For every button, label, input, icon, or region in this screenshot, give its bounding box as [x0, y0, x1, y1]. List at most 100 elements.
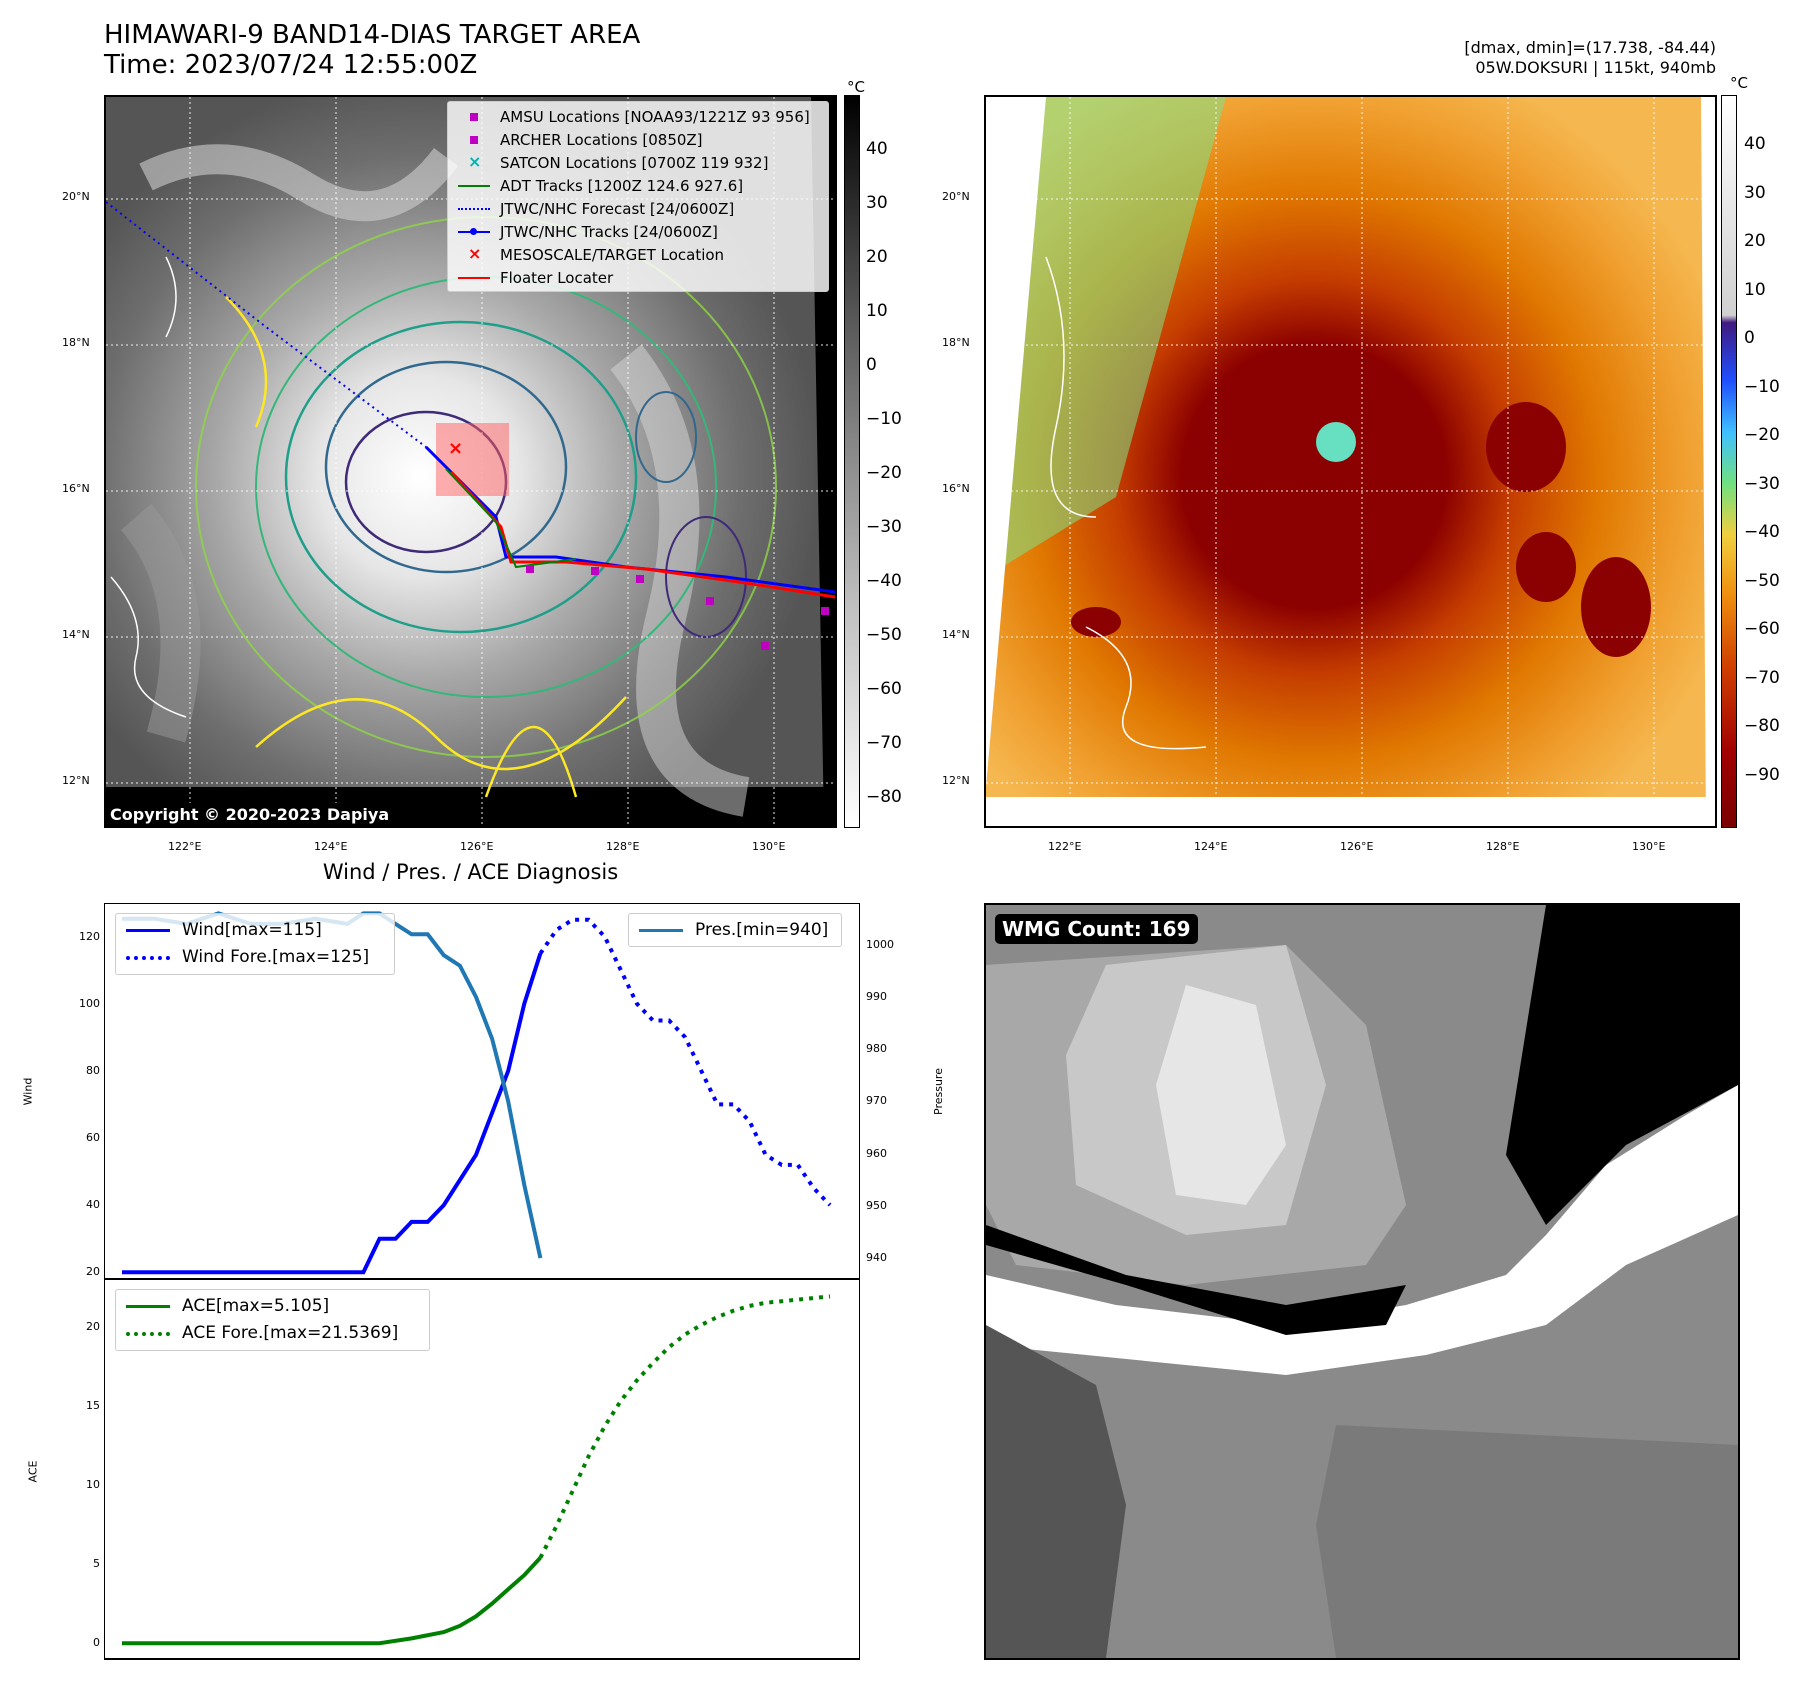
colorbar-tick-label: −80 — [866, 787, 902, 807]
colorbar-tick-label: −30 — [866, 517, 902, 537]
y-tick-label: 60 — [86, 1131, 100, 1144]
y-tick-label: 20 — [86, 1265, 100, 1279]
y-tick-label: 20 — [86, 1319, 100, 1333]
legend-entry: ADT Tracks [1200Z 124.6 927.6] — [456, 175, 743, 197]
legend-label: ARCHER Locations [0850Z] — [500, 131, 703, 149]
y-tick-label: 980 — [866, 1042, 887, 1056]
ace-legend: ACE[max=5.105] ACE Fore.[max=21.5369] — [115, 1289, 430, 1351]
legend-label: ACE[max=5.105] — [182, 1296, 330, 1316]
y-tick-label: 120 — [79, 929, 100, 943]
color-lat-label: 16°N — [942, 482, 970, 495]
colorbar-tick-label: −10 — [866, 409, 902, 429]
ir-lat-label: 20°N — [62, 190, 90, 203]
colorbar-tick-label: −50 — [866, 625, 902, 645]
dotted-line-icon — [124, 946, 174, 968]
legend-entry: Wind[max=115] — [124, 919, 322, 941]
color-lat-label: 12°N — [942, 774, 970, 787]
y-tick-label: 950 — [866, 1198, 887, 1212]
color-colorbar-unit: °C — [1730, 74, 1748, 92]
legend-entry: ACE[max=5.105] — [124, 1295, 329, 1317]
ir-lon-label: 126°E — [460, 840, 494, 853]
color-map-image — [986, 97, 1715, 826]
colorbar-tick-label: 30 — [866, 193, 888, 213]
y-tick-label: 940 — [866, 1251, 887, 1265]
color-lon-label: 130°E — [1632, 840, 1666, 853]
colorbar-tick-label: 30 — [1744, 182, 1766, 203]
color-lon-label: 122°E — [1048, 840, 1082, 853]
colorbar-tick-label: −40 — [866, 571, 902, 591]
square-marker-icon — [456, 106, 492, 128]
legend-label: SATCON Locations [0700Z 119 932] — [500, 154, 769, 172]
legend-entry: AMSU Locations [NOAA93/1221Z 93 956] — [456, 106, 810, 128]
colorbar-tick-label: 10 — [866, 301, 888, 321]
color-lon-label: 128°E — [1486, 840, 1520, 853]
legend-entry: JTWC/NHC Tracks [24/0600Z] — [456, 221, 718, 243]
legend-entry: × SATCON Locations [0700Z 119 932] — [456, 152, 768, 174]
ir-lat-label: 18°N — [62, 336, 90, 349]
colorbar-tick-label: 40 — [866, 139, 888, 159]
pressure-axis-title: Pressure — [931, 1068, 945, 1115]
dmax-dmin-label: [dmax, dmin]=(17.738, -84.44) — [1464, 38, 1716, 57]
color-lat-label: 20°N — [942, 190, 970, 203]
colorbar-tick-label: 20 — [866, 247, 888, 267]
legend-entry: ACE Fore.[max=21.5369] — [124, 1322, 398, 1344]
color-lat-label: 14°N — [942, 628, 970, 641]
svg-text:×: × — [448, 438, 463, 459]
y-tick-label: 10 — [86, 1477, 100, 1491]
pressure-legend: Pres.[min=940] — [628, 913, 842, 947]
legend-label: ACE Fore.[max=21.5369] — [182, 1323, 399, 1343]
color-lat-label: 18°N — [942, 336, 970, 349]
y-tick-label: 40 — [86, 1198, 100, 1212]
line-icon — [124, 919, 174, 941]
y-tick-label: 960 — [866, 1146, 887, 1160]
line-dot-icon — [456, 221, 492, 243]
square-marker-icon — [456, 129, 492, 151]
legend-label: AMSU Locations [NOAA93/1221Z 93 956] — [500, 108, 810, 126]
x-marker-icon: × — [468, 152, 482, 171]
wmg-image — [986, 905, 1738, 1658]
ir-colorbar-unit: °C — [847, 78, 865, 96]
colorbar-tick-label: 0 — [866, 355, 877, 375]
ir-lat-label: 14°N — [62, 628, 90, 641]
colorbar-tick-label: −30 — [1744, 473, 1780, 494]
legend-label: ADT Tracks [1200Z 124.6 927.6] — [500, 177, 744, 195]
ir-lon-label: 124°E — [314, 840, 348, 853]
colorbar-tick-label: −70 — [866, 733, 902, 753]
colorbar-tick-label: −60 — [1744, 619, 1780, 639]
series-line — [122, 1556, 542, 1646]
colorbar-tick-label: −40 — [1744, 522, 1780, 542]
dotted-line-icon — [456, 198, 492, 220]
colorbar-tick-label: −10 — [1744, 376, 1780, 397]
colorbar-tick-label: 40 — [1744, 134, 1766, 154]
ir-map-legend: AMSU Locations [NOAA93/1221Z 93 956] ARC… — [447, 101, 829, 292]
legend-label: Wind[max=115] — [182, 920, 322, 940]
color-colorbar — [1721, 95, 1737, 828]
y-tick-label: 0 — [93, 1636, 100, 1650]
series-line — [538, 1294, 831, 1559]
legend-entry: × MESOSCALE/TARGET Location — [456, 244, 724, 266]
color-lon-label: 124°E — [1194, 840, 1228, 853]
legend-label: MESOSCALE/TARGET Location — [500, 246, 725, 264]
y-tick-label: 1000 — [866, 937, 894, 951]
y-tick-label: 15 — [86, 1398, 100, 1412]
legend-label: Wind Fore.[max=125] — [182, 947, 370, 967]
colorbar-tick-label: −20 — [1744, 425, 1780, 445]
line-icon — [456, 175, 492, 197]
colorbar-tick-label: −90 — [1744, 764, 1780, 785]
line-icon — [124, 1295, 174, 1317]
legend-entry: JTWC/NHC Forecast [24/0600Z] — [456, 198, 734, 220]
colorbar-tick-label: −60 — [866, 679, 902, 699]
ir-colorbar — [844, 95, 860, 828]
series-line — [538, 917, 832, 1207]
color-lon-label: 126°E — [1340, 840, 1374, 853]
diagnosis-title: Wind / Pres. / ACE Diagnosis — [322, 860, 619, 884]
ir-lon-label: 130°E — [752, 840, 786, 853]
copyright-label: Copyright © 2020-2023 Dapiya — [104, 803, 396, 826]
legend-entry: Floater Locater — [456, 267, 613, 289]
colorbar-tick-label: 0 — [1744, 328, 1755, 348]
ir-lat-label: 12°N — [62, 774, 90, 787]
legend-entry: ARCHER Locations [0850Z] — [456, 129, 703, 151]
colorbar-tick-label: −50 — [1744, 570, 1780, 591]
figure-title: HIMAWARI-9 BAND14-DIAS TARGET AREA — [104, 20, 641, 50]
colorbar-tick-label: 10 — [1744, 279, 1766, 300]
